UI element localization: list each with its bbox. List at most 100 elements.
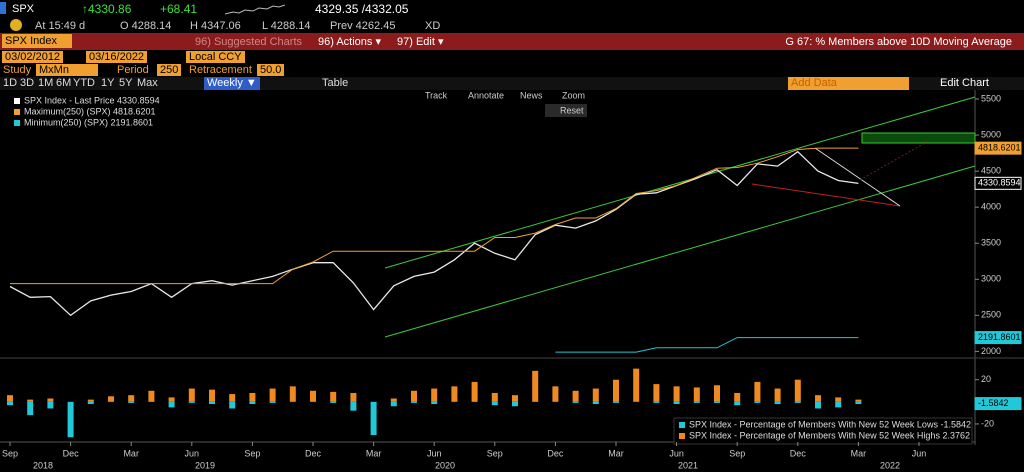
range-button[interactable]: 5Y [119, 77, 133, 89]
table-button[interactable]: Table [322, 77, 349, 89]
histogram-bar [592, 401, 599, 405]
histogram-bar [188, 401, 195, 403]
histogram-bar [289, 386, 296, 402]
value-tag-label: 4330.8594 [978, 178, 1021, 188]
x-tick-label: Mar [366, 448, 382, 458]
edit-menu[interactable]: 97) Edit ▾ [397, 36, 444, 48]
add-data[interactable]: Add Data [788, 77, 909, 90]
value-tag-label: 2191.8601 [978, 332, 1021, 342]
histogram-bar [754, 381, 761, 402]
histogram-bar [774, 401, 781, 405]
range-button[interactable]: 1Y [101, 77, 115, 89]
currency[interactable]: Local CCY [186, 51, 245, 63]
y-tick-label: 3500 [981, 238, 1001, 248]
toolbar-zoom[interactable]: Zoom [562, 90, 585, 100]
histogram-bar [229, 401, 236, 409]
legend-swatch [679, 433, 685, 439]
histogram-bar [532, 370, 539, 402]
histogram-bar [249, 401, 256, 405]
value-tag [974, 176, 1022, 190]
histogram-bar [209, 401, 215, 405]
range-button[interactable]: 1M [38, 77, 54, 89]
lower-legend-box [673, 417, 973, 445]
value-tag [974, 141, 1022, 155]
last-price: ↑4330.86 [82, 2, 132, 16]
histogram-bar [128, 395, 135, 402]
actions-menu[interactable]: 96) Actions ▾ [318, 36, 381, 48]
histogram-bar [673, 386, 680, 402]
y-tick-label: 4000 [981, 202, 1001, 212]
value-tag-label: 4818.6201 [978, 143, 1021, 153]
period[interactable]: 250 [157, 64, 182, 76]
histogram-bar [350, 401, 357, 411]
histogram-bar [855, 399, 862, 402]
histogram-bar [431, 401, 438, 405]
histogram-bar [734, 392, 741, 402]
suggested-charts[interactable]: 96) Suggested Charts [195, 36, 303, 48]
sparkline [225, 4, 285, 15]
legend-entry: SPX Index - Percentage of Members With N… [689, 419, 971, 429]
clock-icon [10, 19, 22, 31]
range-button[interactable]: 3D [20, 77, 35, 89]
toolbar-track[interactable]: Track [425, 90, 448, 100]
histogram-bar [47, 401, 54, 409]
end-date[interactable]: 03/16/2022 [86, 51, 148, 63]
y-tick-label: 5500 [981, 93, 1001, 103]
range-button[interactable]: 6M [56, 77, 72, 89]
histogram-bar [572, 390, 579, 402]
x-tick-label: Mar [608, 448, 624, 458]
histogram-bar [491, 401, 498, 406]
time: At 15:49 d [35, 20, 86, 32]
range-button[interactable]: 1D [3, 77, 18, 89]
quote-bar: SPX ↑4330.86 +68.41 4329.35 /4332.05 [0, 0, 1024, 18]
retracement[interactable]: 50.0 [257, 64, 285, 76]
histogram-bar [633, 368, 640, 402]
histogram-bar [370, 401, 377, 436]
histogram-bar [855, 401, 862, 405]
x-tick-label: Dec [790, 448, 807, 458]
histogram-bar [592, 388, 599, 402]
security[interactable]: SPX Index [2, 34, 72, 48]
histogram-bar [7, 395, 13, 402]
histogram-bar [168, 401, 175, 408]
y-tick-label: 2000 [981, 346, 1001, 356]
histogram-bar [774, 388, 781, 402]
frequency[interactable]: Weekly ▼ [204, 77, 260, 90]
histogram-bar [835, 401, 842, 408]
study-bar: Study MxMn Period 250 Retracement 50.0 [0, 64, 1024, 77]
study-label: Study [3, 64, 32, 76]
study[interactable]: MxMn [36, 64, 98, 76]
legend-swatch [14, 98, 20, 104]
value-tag [974, 331, 1022, 345]
histogram-bar [754, 401, 761, 403]
year-label: 2018 [33, 460, 53, 470]
histogram-bar [491, 392, 498, 402]
white-trendline [814, 147, 901, 207]
toolbar-news[interactable]: News [520, 90, 543, 100]
year-label: 2020 [435, 460, 455, 470]
histogram-bar [229, 394, 236, 402]
range-button[interactable]: Max [137, 77, 158, 89]
x-tick-label: Jun [912, 448, 927, 458]
histogram-bar [613, 379, 619, 402]
histogram-bar [734, 401, 741, 406]
y-tick-label: 20 [981, 374, 991, 384]
histogram-bar [108, 396, 114, 402]
histogram-bar [330, 391, 337, 402]
date-bar: 03/02/2012 03/16/2022 Local CCY [0, 51, 1024, 64]
start-date[interactable]: 03/02/2012 [2, 51, 64, 63]
histogram-bar [512, 395, 518, 402]
toolbar-reset[interactable]: Reset [560, 105, 584, 115]
low: L 4288.14 [262, 20, 311, 32]
histogram-bar [128, 401, 135, 403]
toolbar-annotate[interactable]: Annotate [468, 90, 504, 100]
edit-chart[interactable]: Edit Chart [940, 77, 989, 89]
reset-button[interactable] [545, 104, 587, 117]
range-bar: Weekly ▼ Table Add Data Edit Chart 1D 3D 1… [0, 77, 1024, 90]
range-button[interactable]: YTD [73, 77, 95, 89]
menu-bar: SPX Index 96) Suggested Charts 96) Actio… [0, 33, 1024, 50]
year-label: 2022 [880, 460, 900, 470]
histogram-bar [815, 395, 821, 402]
histogram-bar [350, 392, 357, 402]
series-line [9, 150, 859, 317]
